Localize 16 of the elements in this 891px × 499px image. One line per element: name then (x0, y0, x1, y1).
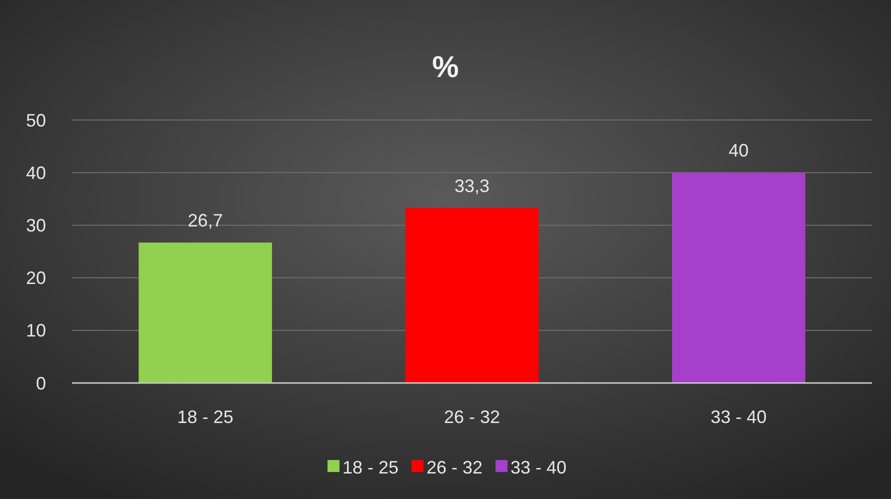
legend-label: 18 - 25 (342, 457, 399, 478)
data-label: 33,3 (454, 176, 490, 196)
y-tick-label: 0 (36, 373, 46, 394)
x-tick-label: 26 - 32 (444, 407, 500, 427)
data-label: 40 (728, 140, 749, 161)
y-tick-label: 10 (26, 320, 46, 341)
y-tick-label: 20 (26, 268, 46, 288)
y-tick-label: 30 (26, 216, 46, 236)
x-tick-label: 33 - 40 (710, 407, 767, 427)
y-tick-label: 50 (26, 110, 46, 130)
legend-label: 33 - 40 (510, 457, 567, 478)
legend-label: 26 - 32 (426, 457, 483, 478)
chart-title: % (432, 51, 459, 84)
x-tick-label: 18 - 25 (177, 407, 234, 427)
y-tick-label: 40 (26, 162, 46, 183)
data-label: 26,7 (188, 210, 223, 231)
